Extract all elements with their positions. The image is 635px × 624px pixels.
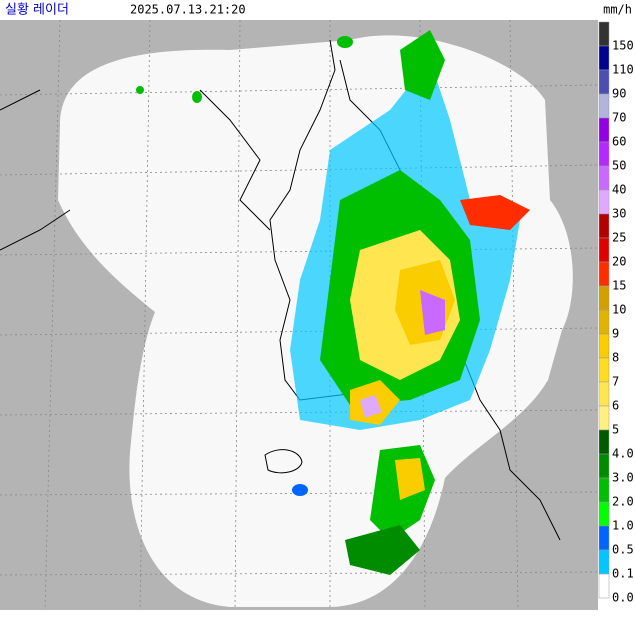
legend-label: 6 (612, 399, 619, 413)
legend-label: 7 (612, 375, 619, 389)
legend-label: 70 (612, 111, 626, 125)
legend-swatch (598, 429, 610, 455)
legend-label: 30 (612, 207, 626, 221)
legend-swatch (598, 525, 610, 551)
precipitation (136, 30, 530, 575)
legend-swatch (598, 405, 610, 431)
legend-label: 20 (612, 255, 626, 269)
legend-swatch (598, 165, 610, 191)
legend-label: 5 (612, 423, 619, 437)
legend-label: 50 (612, 159, 626, 173)
legend-swatch (598, 477, 610, 503)
legend-label: 9 (612, 327, 619, 341)
legend-label: 60 (612, 135, 626, 149)
unit-label: mm/h (603, 3, 632, 17)
legend-label: 25 (612, 231, 626, 245)
legend: 150 110 90 70 60 50 40 30 25 20 15 10 9 8 7 6 5 4.0 3.0 2.0… (598, 21, 634, 605)
legend-label: 90 (612, 87, 626, 101)
legend-swatch (598, 357, 610, 383)
legend-swatch (598, 45, 610, 71)
legend-swatch (598, 333, 610, 359)
legend-swatch (598, 141, 610, 167)
timestamp: 2025.07.13.21:20 (130, 3, 246, 17)
legend-label: 110 (612, 63, 634, 77)
page-title: 실황 레이더 (5, 3, 69, 18)
legend-label: 150 (612, 39, 634, 53)
legend-label: 0.5 (612, 543, 634, 557)
map (0, 19, 599, 611)
legend-label: 1.0 (612, 519, 634, 533)
legend-swatch (598, 69, 610, 95)
legend-swatch (598, 93, 610, 119)
legend-swatch (598, 501, 610, 527)
legend-label: 3.0 (612, 471, 634, 485)
legend-swatch (598, 381, 610, 407)
legend-label: 2.0 (612, 495, 634, 509)
legend-swatch (598, 573, 610, 599)
legend-swatch (598, 549, 610, 575)
legend-label: 4.0 (612, 447, 634, 461)
legend-swatch (598, 261, 610, 287)
legend-swatch (598, 237, 610, 263)
legend-swatch (598, 213, 610, 239)
legend-swatch (598, 189, 610, 215)
legend-swatch (598, 21, 610, 47)
legend-swatch (598, 453, 610, 479)
legend-swatch (598, 285, 610, 311)
legend-label: 15 (612, 279, 626, 293)
legend-label: 40 (612, 183, 626, 197)
legend-label: 8 (612, 351, 619, 365)
legend-label: 0.1 (612, 567, 634, 581)
legend-label: 0.0 (612, 591, 634, 605)
legend-swatch (598, 117, 610, 143)
legend-label: 10 (612, 303, 626, 317)
legend-swatch (598, 309, 610, 335)
